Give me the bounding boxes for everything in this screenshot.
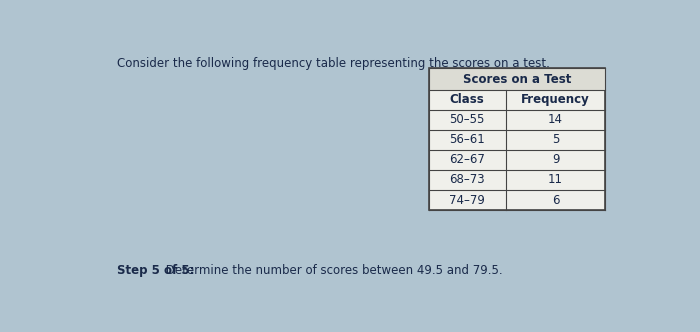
Text: Class: Class: [450, 93, 484, 106]
Text: 56–61: 56–61: [449, 133, 485, 146]
Text: 14: 14: [548, 114, 563, 126]
Text: 11: 11: [548, 174, 563, 187]
Bar: [428, 68, 606, 210]
Text: 9: 9: [552, 153, 559, 166]
Text: Determine the number of scores between 49.5 and 79.5.: Determine the number of scores between 4…: [162, 264, 503, 277]
Text: 6: 6: [552, 194, 559, 207]
Text: Step 5 of 5:: Step 5 of 5:: [117, 264, 195, 277]
Text: Scores on a Test: Scores on a Test: [463, 73, 571, 86]
Bar: [428, 68, 606, 90]
Text: Consider the following frequency table representing the scores on a test.: Consider the following frequency table r…: [117, 57, 550, 70]
Text: Frequency: Frequency: [522, 93, 590, 106]
Text: 74–79: 74–79: [449, 194, 485, 207]
Text: 62–67: 62–67: [449, 153, 485, 166]
Text: 5: 5: [552, 133, 559, 146]
Text: 50–55: 50–55: [449, 114, 485, 126]
Text: 68–73: 68–73: [449, 174, 485, 187]
